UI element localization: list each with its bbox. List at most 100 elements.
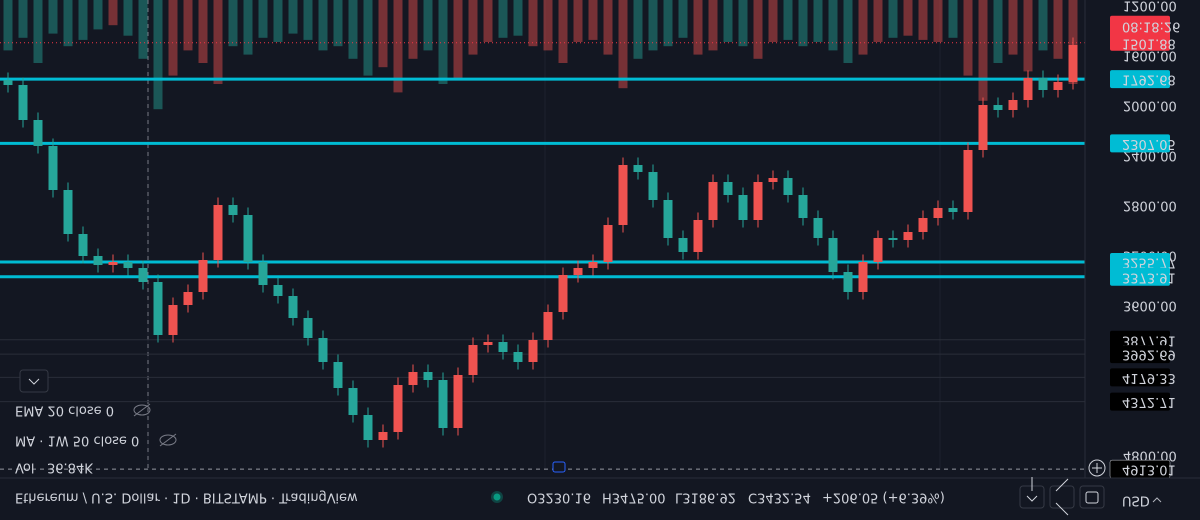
- candle-body: [903, 232, 913, 240]
- price-label-box: [1110, 267, 1170, 286]
- y-tick-label: 1200.00: [1123, 0, 1177, 13]
- candle-body: [963, 150, 973, 212]
- candle-body: [228, 205, 238, 215]
- candle-body: [1008, 100, 1018, 110]
- price-label-box: [1110, 392, 1170, 411]
- hidden-icon[interactable]: [133, 404, 151, 416]
- candle-body: [978, 105, 988, 150]
- volume-label: Vol: [15, 460, 34, 475]
- crosshair-price-label: 4913.01: [1122, 462, 1176, 477]
- price-label-box: [1110, 134, 1170, 153]
- price-label-box: [1110, 368, 1170, 387]
- volume-bar: [693, 0, 703, 55]
- candle-body: [753, 182, 763, 220]
- volume-bar: [828, 0, 838, 51]
- ohlc-value: C3432.54: [748, 490, 811, 505]
- hidden-slash: [133, 403, 151, 417]
- candle-body: [798, 195, 808, 218]
- volume-bar: [93, 0, 103, 30]
- volume-bar: [318, 0, 328, 51]
- y-tick-label: 2800.00: [1123, 198, 1177, 213]
- volume-bar: [663, 0, 673, 47]
- volume-bar: [363, 0, 373, 76]
- candle-body: [273, 285, 283, 296]
- candle-body: [213, 205, 223, 260]
- candle-body: [663, 200, 673, 238]
- volume-bar: [273, 0, 283, 42]
- candle-body: [573, 268, 583, 275]
- price-label: 1792.68: [1122, 72, 1176, 87]
- candle-body: [693, 220, 703, 252]
- candle-body: [918, 218, 928, 232]
- volume-bar: [18, 0, 28, 38]
- candle-body: [498, 342, 508, 352]
- volume-bar: [543, 0, 553, 51]
- candle-body: [873, 238, 883, 262]
- volume-bar: [438, 0, 448, 84]
- currency-chevron: [1152, 497, 1162, 503]
- volume-bar: [783, 0, 793, 40]
- candle-body: [813, 218, 823, 238]
- price-label: 4372.71: [1122, 394, 1176, 409]
- candle-body: [1068, 45, 1078, 82]
- toolbar-button[interactable]: [1049, 485, 1075, 509]
- volume-bar: [1053, 0, 1063, 59]
- volume-bar: [558, 0, 568, 63]
- icon-up: [1026, 477, 1038, 502]
- volume-bar: [633, 0, 643, 59]
- candle-body: [858, 262, 868, 292]
- candle-body: [48, 146, 58, 190]
- candle-body: [123, 262, 133, 268]
- volume-bar: [858, 0, 868, 55]
- volume-bar: [303, 0, 313, 40]
- hidden-slash: [159, 433, 177, 447]
- volume-bar: [738, 0, 748, 47]
- volume-bar: [843, 0, 853, 63]
- candle-body: [933, 208, 943, 218]
- volume-bar: [48, 0, 58, 34]
- ohlc-value: O3230.16: [527, 490, 591, 505]
- volume-bar: [753, 0, 763, 59]
- candle-body: [768, 178, 778, 182]
- volume-bar: [873, 0, 883, 42]
- price-label: 3255.77: [1122, 254, 1176, 269]
- candle-body: [843, 272, 853, 292]
- volume-bar: [108, 0, 118, 26]
- currency[interactable]: USD: [1122, 493, 1150, 508]
- volume-bar: [588, 0, 598, 40]
- candle-body: [783, 178, 793, 195]
- volume-bar: [138, 0, 148, 59]
- ohlc-value: L3186.92: [675, 490, 736, 505]
- candle-body: [708, 182, 718, 220]
- collapse-button[interactable]: [19, 369, 49, 393]
- volume-bar: [423, 0, 433, 51]
- indicator-label: EMA 20 close 0: [15, 403, 114, 418]
- candle-body: [303, 318, 313, 338]
- price-label: 3373.91: [1122, 269, 1176, 284]
- volume-bar: [513, 0, 523, 36]
- volume-bar: [3, 0, 13, 51]
- candle-body: [438, 380, 448, 428]
- candle-body: [738, 195, 748, 220]
- candle-body: [633, 165, 643, 172]
- scroll-handle[interactable]: [552, 461, 566, 473]
- volume-bar: [213, 0, 223, 84]
- price-label: 2307.05: [1122, 136, 1176, 151]
- add-button[interactable]: [1088, 459, 1106, 477]
- candle-body: [1038, 78, 1048, 90]
- price-label-box: [1110, 70, 1170, 89]
- candle-body: [363, 415, 373, 440]
- volume-bar: [228, 0, 238, 47]
- candle-body: [168, 305, 178, 335]
- volume-bar: [948, 0, 958, 38]
- current-price-label: 1501.88: [1122, 35, 1176, 50]
- toolbar-button[interactable]: [1079, 485, 1105, 509]
- volume-bar: [78, 0, 88, 40]
- hidden-icon[interactable]: [159, 434, 177, 446]
- candle-body: [993, 105, 1003, 110]
- ohlc-value: H3475.00: [602, 490, 666, 505]
- candle-body: [93, 256, 103, 265]
- volume-bar: [483, 0, 493, 42]
